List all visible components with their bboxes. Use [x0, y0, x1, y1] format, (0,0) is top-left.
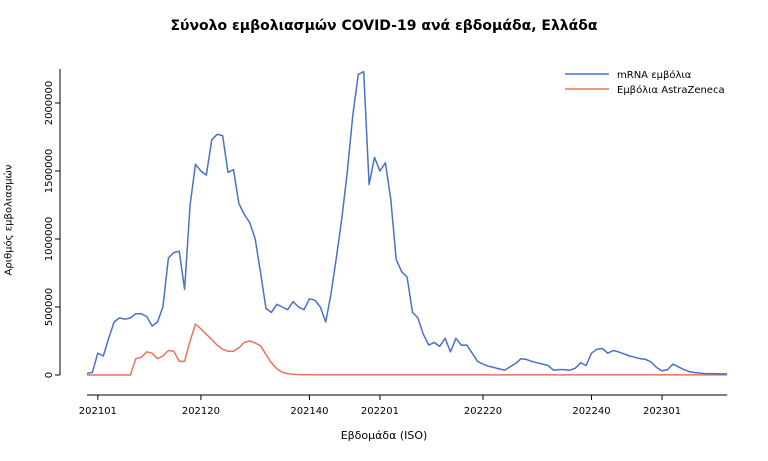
x-tick-label: 202201 [361, 406, 399, 417]
x-tick-label: 202140 [290, 406, 328, 417]
series-line-astrazeneca [87, 323, 728, 376]
y-tick-label: 1000000 [44, 217, 55, 262]
chart-title: Σύνολο εμβολιασμών COVID-19 ανά εβδομάδα… [170, 18, 598, 34]
y-tick-label: 0 [44, 372, 55, 378]
y-axis: 0 500000 1000000 1500000 2000000 [44, 69, 61, 378]
legend: mRNA εμβόλια Εμβόλια AstraZeneca [565, 69, 725, 96]
y-tick-label: 2000000 [44, 81, 55, 126]
x-tick-label: 202220 [464, 406, 502, 417]
x-axis-label: Εβδομάδα (ISO) [340, 429, 428, 442]
plot-lines [86, 70, 728, 376]
y-tick-label: 500000 [44, 288, 55, 326]
x-tick-label: 202240 [572, 406, 610, 417]
legend-label: Εμβόλια AstraZeneca [617, 84, 725, 96]
series-line-mrna [86, 70, 728, 375]
x-axis: 202101 202120 202140 202201 202220 202240 2023… [79, 394, 728, 417]
x-tick-label: 202120 [182, 406, 220, 417]
legend-label: mRNA εμβόλια [617, 69, 692, 81]
x-tick-label: 202301 [643, 406, 681, 417]
y-tick-label: 1500000 [44, 149, 55, 194]
x-tick-label: 202101 [79, 406, 117, 417]
